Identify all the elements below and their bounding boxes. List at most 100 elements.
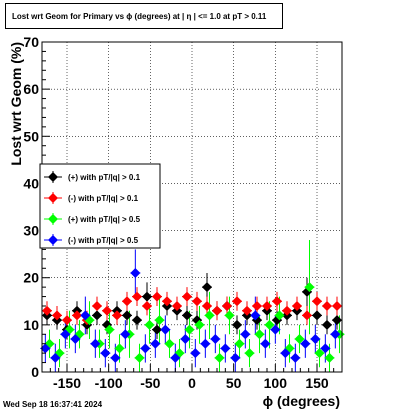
data-point	[152, 291, 162, 302]
data-point	[302, 310, 312, 321]
data-point	[120, 329, 131, 340]
legend-marker	[48, 193, 58, 203]
data-point	[102, 305, 112, 316]
data-point	[184, 324, 195, 335]
data-point	[210, 334, 221, 344]
data-point	[180, 334, 191, 344]
y-tick-label: 60	[23, 81, 39, 97]
data-point	[142, 291, 152, 302]
data-point	[200, 338, 211, 349]
data-point	[150, 338, 161, 349]
data-point	[272, 296, 282, 307]
data-point	[230, 352, 241, 363]
data-point	[172, 301, 182, 311]
data-point	[224, 310, 235, 321]
data-point	[312, 296, 322, 307]
data-point	[144, 319, 155, 330]
data-point	[192, 296, 202, 307]
data-point	[80, 310, 91, 321]
data-point	[214, 352, 225, 363]
data-point	[52, 310, 62, 321]
plot-title: Lost wrt Geom for Primary vs ϕ (degrees)…	[5, 3, 283, 29]
data-point	[202, 301, 212, 311]
data-point	[42, 305, 52, 316]
x-tick-label: 100	[264, 375, 288, 391]
data-point	[122, 296, 132, 307]
legend-label: (-) with pT/|q| > 0.1	[68, 194, 139, 203]
data-point	[322, 301, 332, 311]
data-point	[182, 291, 192, 302]
data-point	[60, 329, 71, 340]
data-point	[70, 334, 81, 344]
data-point	[330, 329, 341, 340]
data-point	[100, 348, 111, 359]
data-point	[282, 305, 292, 316]
x-tick-label: 0	[188, 375, 196, 391]
data-point	[212, 305, 222, 316]
data-point	[132, 315, 142, 326]
data-point	[152, 324, 162, 335]
data-point	[170, 352, 181, 363]
y-tick-label: 40	[23, 175, 39, 191]
data-point	[332, 301, 342, 311]
timestamp: Wed Sep 18 16:37:41 2024	[3, 400, 103, 409]
data-point	[232, 319, 242, 330]
data-point	[280, 348, 291, 359]
data-point	[274, 310, 285, 321]
data-point	[220, 343, 231, 354]
x-tick-label: -50	[140, 375, 160, 391]
data-point	[312, 310, 322, 321]
data-point	[72, 310, 82, 321]
legend-marker	[48, 214, 58, 224]
y-tick-label: 20	[23, 270, 39, 286]
data-point	[294, 334, 305, 344]
data-point	[252, 301, 262, 311]
data-point	[304, 282, 315, 293]
data-point	[62, 315, 72, 326]
legend-label: (+) with pT/|q| > 0.5	[68, 215, 141, 224]
data-point	[292, 301, 302, 311]
data-point	[324, 352, 335, 363]
data-point	[194, 319, 205, 330]
data-point	[50, 352, 61, 363]
data-point	[232, 296, 242, 307]
x-tick-label: -100	[95, 375, 123, 391]
axes: 0 10 20 30 40 50 60 70 -150 -100 -50 0 50 100 150	[23, 34, 335, 391]
data-point	[260, 338, 271, 349]
y-tick-label: 30	[23, 223, 39, 239]
data-point	[130, 268, 141, 278]
data-point	[322, 319, 332, 330]
legend-marker	[48, 235, 58, 245]
x-axis-label: ϕ (degrees)	[263, 393, 340, 409]
y-tick-label: 70	[23, 34, 39, 50]
data-points	[40, 268, 345, 363]
data-point	[290, 352, 301, 363]
x-tick-label: -150	[53, 375, 81, 391]
data-point	[182, 310, 192, 321]
data-point	[142, 301, 152, 311]
data-point	[134, 352, 145, 363]
data-point	[244, 348, 255, 359]
data-point	[202, 282, 212, 293]
data-point	[92, 310, 102, 321]
data-point	[270, 324, 281, 335]
data-point	[240, 329, 251, 340]
x-tick-label: 50	[226, 375, 242, 391]
data-point	[110, 352, 121, 363]
data-point	[310, 334, 321, 344]
data-point	[250, 310, 261, 321]
data-point	[234, 338, 245, 349]
data-point	[112, 310, 122, 321]
data-point	[264, 319, 275, 330]
y-tick-label: 50	[23, 128, 39, 144]
data-point	[300, 338, 311, 349]
data-point	[92, 301, 102, 311]
data-point	[262, 301, 272, 311]
legend-label: (+) with pT/|q| > 0.1	[68, 173, 141, 182]
data-point	[190, 348, 201, 359]
data-point	[254, 329, 265, 340]
data-point	[162, 296, 172, 307]
y-tick-label: 0	[31, 364, 39, 380]
data-point	[204, 310, 215, 321]
